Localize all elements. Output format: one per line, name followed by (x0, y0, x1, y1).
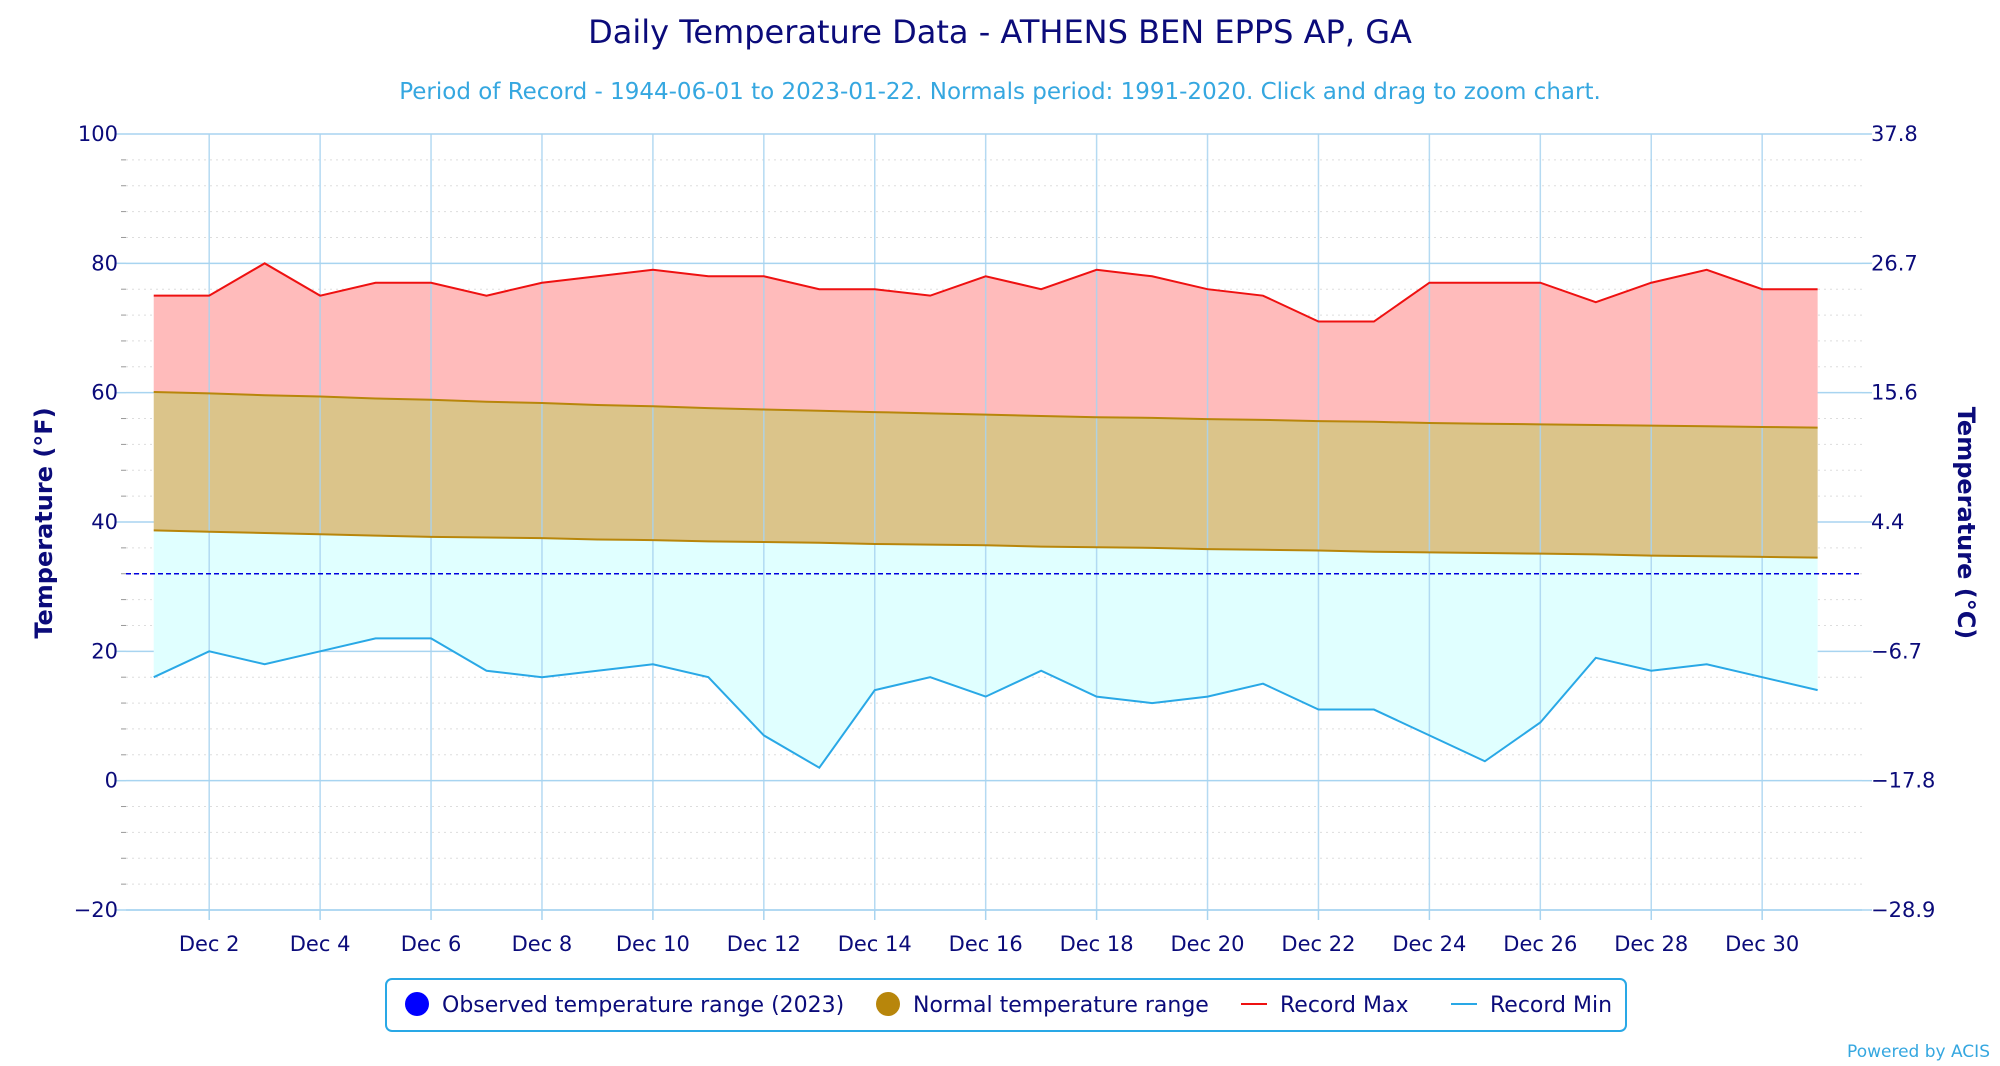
credit-link[interactable]: Powered by ACIS (1847, 1042, 1990, 1062)
legend-item-normal[interactable]: Normal temperature range (876, 992, 1209, 1018)
legend-label-record-min: Record Min (1490, 993, 1612, 1018)
x-tick-label: Dec 10 (616, 932, 690, 956)
x-tick-label: Dec 16 (949, 932, 1023, 956)
record-max-line (153, 262, 1818, 323)
y-axis-title-right: Temperature (°C) (1952, 407, 1980, 640)
legend-label-record-max: Record Max (1280, 993, 1409, 1018)
normal-range-swatch (876, 992, 900, 1016)
legend: Observed temperature range (2023) Normal… (385, 978, 1627, 1032)
x-tick-label: Dec 26 (1503, 932, 1577, 956)
record-min-line (153, 637, 1818, 770)
legend-item-record-max[interactable]: Record Max (1241, 993, 1409, 1018)
y-tick-label-right: −6.7 (1871, 639, 1922, 663)
y-tick-label-right: 26.7 (1871, 251, 1918, 275)
y-tick-label-left: 60 (91, 381, 118, 405)
y-tick-label-left: 20 (91, 639, 118, 663)
axes: −20 −28.9 0 −17.8 20 −6.7 40 4.4 60 15.6 80 26.7 100… (74, 122, 1936, 956)
y-tick-label-left: −20 (74, 898, 118, 922)
x-tick-label: Dec 30 (1725, 932, 1799, 956)
x-tick-label: Dec 20 (1171, 932, 1245, 956)
y-tick-label-left: 0 (105, 769, 118, 793)
y-tick-label-right: −17.8 (1871, 769, 1935, 793)
x-tick-label: Dec 22 (1281, 932, 1355, 956)
x-tick-label: Dec 12 (727, 932, 801, 956)
normal-max-line (153, 391, 1818, 429)
normal-min-line (153, 529, 1818, 559)
x-tick-label: Dec 14 (838, 932, 912, 956)
legend-item-observed[interactable]: Observed temperature range (2023) (405, 992, 844, 1018)
x-tick-label: Dec 4 (290, 932, 351, 956)
legend-label-observed: Observed temperature range (2023) (442, 993, 844, 1018)
legend-box (385, 978, 1627, 1032)
x-tick-label: Dec 2 (179, 932, 240, 956)
x-tick-label: Dec 24 (1392, 932, 1466, 956)
y-tick-label-left: 80 (91, 251, 118, 275)
legend-label-normal: Normal temperature range (913, 993, 1209, 1018)
chart-title: Daily Temperature Data - ATHENS BEN EPPS… (588, 13, 1412, 51)
y-tick-label-right: 4.4 (1871, 510, 1904, 534)
legend-item-record-min[interactable]: Record Min (1451, 993, 1612, 1018)
y-tick-label-left: 100 (78, 122, 118, 146)
y-tick-label-left: 40 (91, 510, 118, 534)
x-tick-label: Dec 28 (1614, 932, 1688, 956)
x-tick-label: Dec 6 (401, 932, 462, 956)
chart-subtitle: Period of Record - 1944-06-01 to 2023-01… (399, 79, 1601, 105)
series-lines (126, 134, 1862, 910)
y-tick-label-right: −28.9 (1871, 898, 1935, 922)
observed-range-swatch (405, 992, 429, 1016)
x-tick-label: Dec 8 (512, 932, 573, 956)
y-tick-label-right: 37.8 (1871, 122, 1918, 146)
x-tick-label: Dec 18 (1060, 932, 1134, 956)
y-axis-title-left: Temperature (°F) (30, 407, 58, 638)
y-tick-label-right: 15.6 (1871, 381, 1918, 405)
